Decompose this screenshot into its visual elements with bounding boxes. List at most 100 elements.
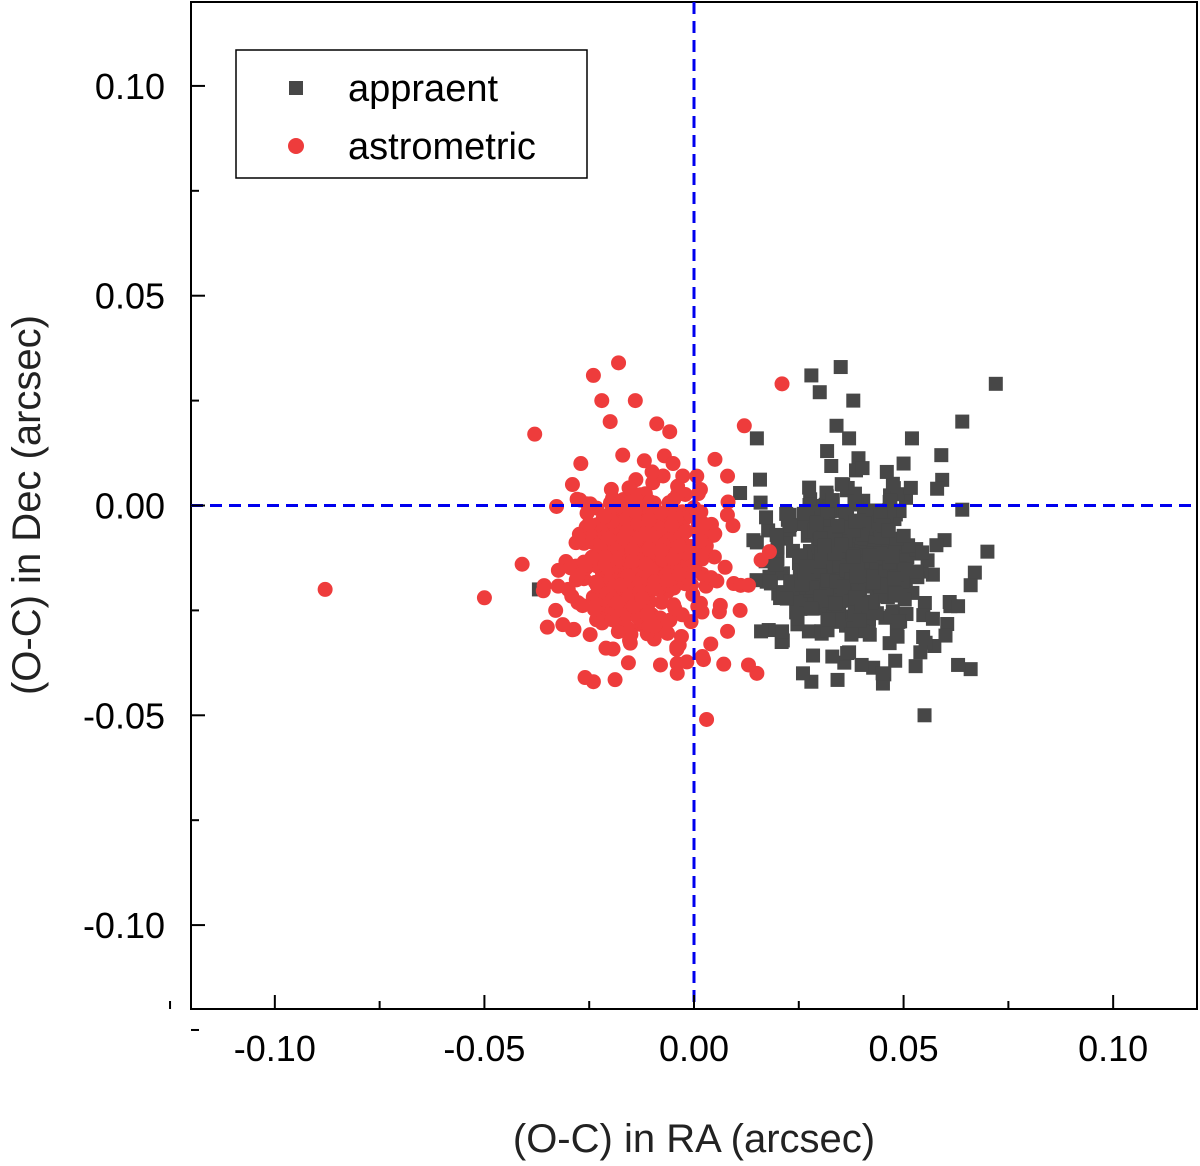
point-astrometric [740,577,756,593]
point-astrometric [761,544,777,560]
point-appraent [904,431,919,446]
point-appraent [891,614,906,629]
point-appraent [967,565,982,580]
legend-label-appraent: appraent [348,68,498,110]
point-appraent [963,578,978,593]
point-appraent [833,360,848,375]
y-axis-title: (O-C) in Dec (arcsec) [5,315,49,695]
point-astrometric [720,623,736,639]
point-astrometric [693,533,709,549]
point-astrometric [624,542,640,558]
point-astrometric [514,556,530,572]
point-astrometric [664,517,680,533]
legend-label-astrometric: astrometric [348,126,536,168]
point-appraent [842,645,857,660]
point-appraent [795,577,810,592]
point-appraent [925,611,940,626]
point-astrometric [603,481,619,497]
point-astrometric [678,523,694,539]
point-astrometric [774,376,790,392]
point-appraent [848,514,863,529]
y-tick-label: 0.10 [95,66,165,107]
point-appraent [940,617,955,632]
point-appraent [783,574,798,589]
point-astrometric [692,595,708,611]
point-astrometric [669,665,685,681]
point-appraent [913,645,928,660]
point-astrometric [654,594,670,610]
point-appraent [908,659,923,674]
point-appraent [925,567,940,582]
point-appraent [796,506,811,521]
point-appraent [804,601,819,616]
point-astrometric [694,649,710,665]
point-appraent [930,481,945,496]
point-astrometric [615,530,631,546]
point-astrometric [644,464,660,480]
point-astrometric [652,657,668,673]
point-appraent [881,523,896,538]
point-appraent [885,549,900,564]
point-appraent [896,456,911,471]
legend-box [235,49,588,179]
point-astrometric [660,572,676,588]
point-appraent [769,527,784,542]
point-appraent [799,559,814,574]
point-astrometric [566,621,582,637]
point-astrometric [584,549,600,565]
point-astrometric [624,553,640,569]
data-points [317,355,1003,727]
point-appraent [762,574,777,589]
point-appraent [749,535,764,550]
point-astrometric [638,556,654,572]
point-astrometric [612,577,628,593]
point-astrometric [671,538,687,554]
point-appraent [846,393,861,408]
point-astrometric [666,491,682,507]
point-astrometric [570,568,586,584]
point-appraent [909,564,924,579]
point-astrometric [725,518,741,534]
point-appraent [849,569,864,584]
point-appraent [775,624,790,639]
point-appraent [869,606,884,621]
point-astrometric [653,505,669,521]
point-astrometric [560,581,576,597]
point-appraent [846,549,861,564]
point-astrometric [740,657,756,673]
point-astrometric [707,526,723,542]
point-appraent [903,480,918,495]
point-astrometric [550,562,566,578]
point-astrometric [662,424,678,440]
point-appraent [804,368,819,383]
point-appraent [795,666,810,681]
point-appraent [783,518,798,533]
point-astrometric [476,590,492,606]
point-astrometric [706,549,722,565]
point-astrometric [602,414,618,430]
point-astrometric [696,516,712,532]
point-appraent [824,459,839,474]
point-astrometric [669,641,685,657]
point-appraent [842,431,857,446]
point-appraent [888,653,903,668]
x-tick-label: 0.00 [659,1028,729,1069]
point-appraent [852,613,867,628]
point-appraent [802,480,817,495]
point-astrometric [709,573,725,589]
point-appraent [809,515,824,530]
point-astrometric [600,531,616,547]
point-astrometric [317,581,333,597]
point-astrometric [639,606,655,622]
point-appraent [938,628,953,643]
point-astrometric [622,632,638,648]
point-appraent [830,672,845,687]
point-appraent [753,495,768,510]
point-astrometric [598,640,614,656]
point-appraent [829,418,844,433]
point-appraent [820,444,835,459]
point-astrometric [615,447,631,463]
point-astrometric [597,508,613,524]
point-appraent [790,611,805,626]
